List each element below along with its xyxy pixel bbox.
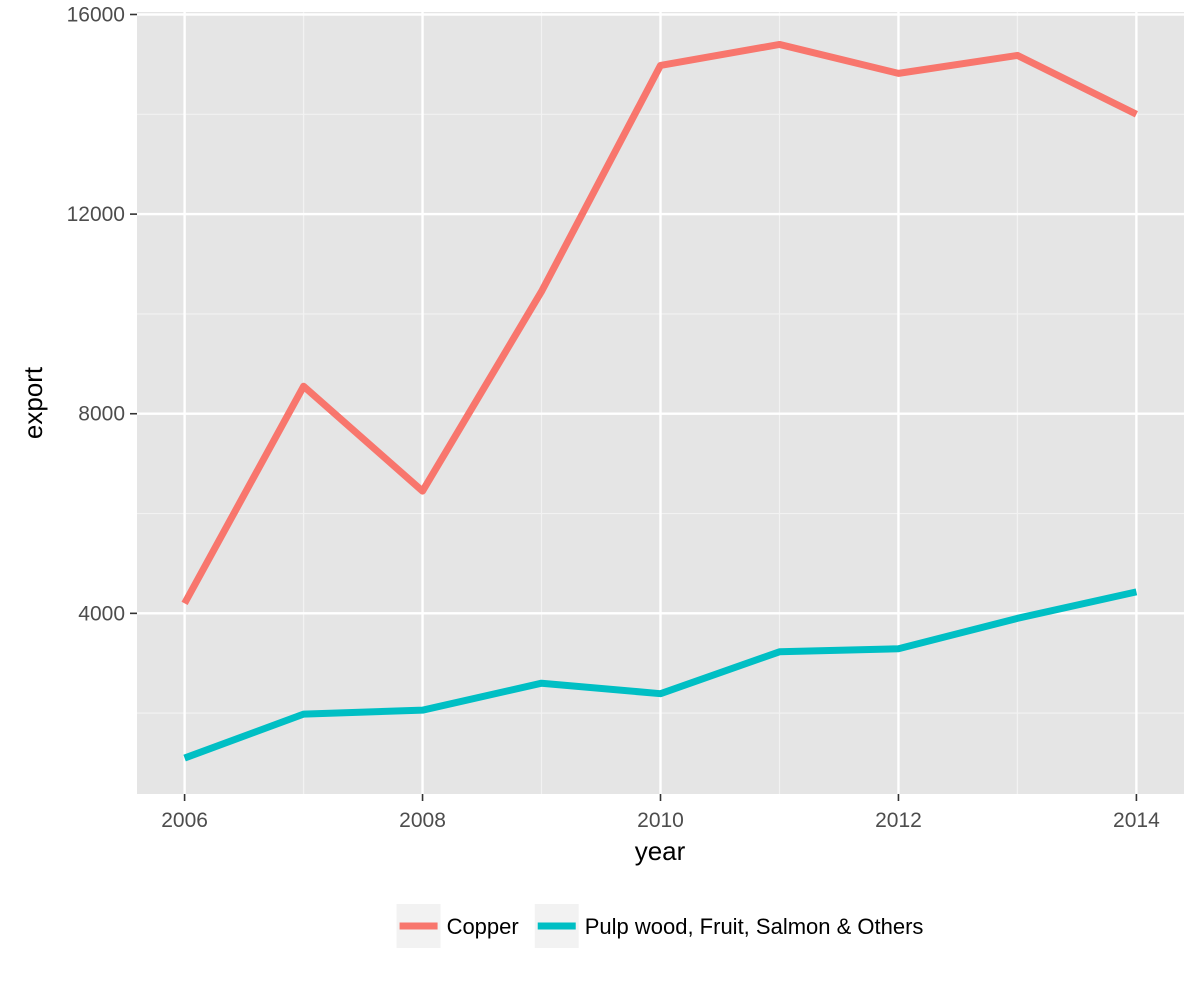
major-gridlines <box>137 12 1184 794</box>
legend-label: Copper <box>447 914 519 939</box>
x-tick-label: 2012 <box>875 809 922 832</box>
legend-label: Pulp wood, Fruit, Salmon & Others <box>585 914 924 939</box>
y-axis-title: export <box>18 366 48 439</box>
x-axis-title: year <box>635 836 686 866</box>
y-tick-label: 12000 <box>67 203 125 226</box>
y-tick-label: 16000 <box>67 3 125 26</box>
y-tick-label: 4000 <box>78 602 125 625</box>
x-axis: 2006 2008 2010 2012 2014 <box>161 794 1160 832</box>
legend-item: Pulp wood, Fruit, Salmon & Others <box>534 904 924 948</box>
series-lines <box>181 40 1138 762</box>
x-tick-label: 2006 <box>161 809 208 832</box>
y-tick-label: 8000 <box>78 403 125 426</box>
y-axis: 4000 8000 12000 16000 <box>67 3 137 625</box>
x-tick-label: 2008 <box>399 809 446 832</box>
legend-item: Copper <box>396 904 519 948</box>
x-tick-label: 2010 <box>637 809 684 832</box>
legend: Copper Pulp wood, Fruit, Salmon & Others <box>396 904 924 948</box>
x-tick-label: 2014 <box>1113 809 1160 832</box>
